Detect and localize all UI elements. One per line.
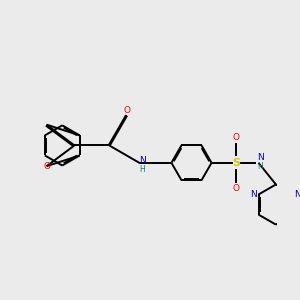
- Text: O: O: [232, 133, 239, 142]
- Text: O: O: [232, 184, 239, 193]
- Text: N: N: [257, 153, 264, 162]
- Text: S: S: [232, 158, 240, 168]
- Text: N: N: [139, 156, 145, 165]
- Text: O: O: [123, 106, 130, 115]
- Text: H: H: [257, 162, 263, 171]
- Text: N: N: [250, 190, 257, 199]
- Text: H: H: [139, 165, 145, 174]
- Text: O: O: [43, 162, 50, 171]
- Text: N: N: [295, 190, 300, 199]
